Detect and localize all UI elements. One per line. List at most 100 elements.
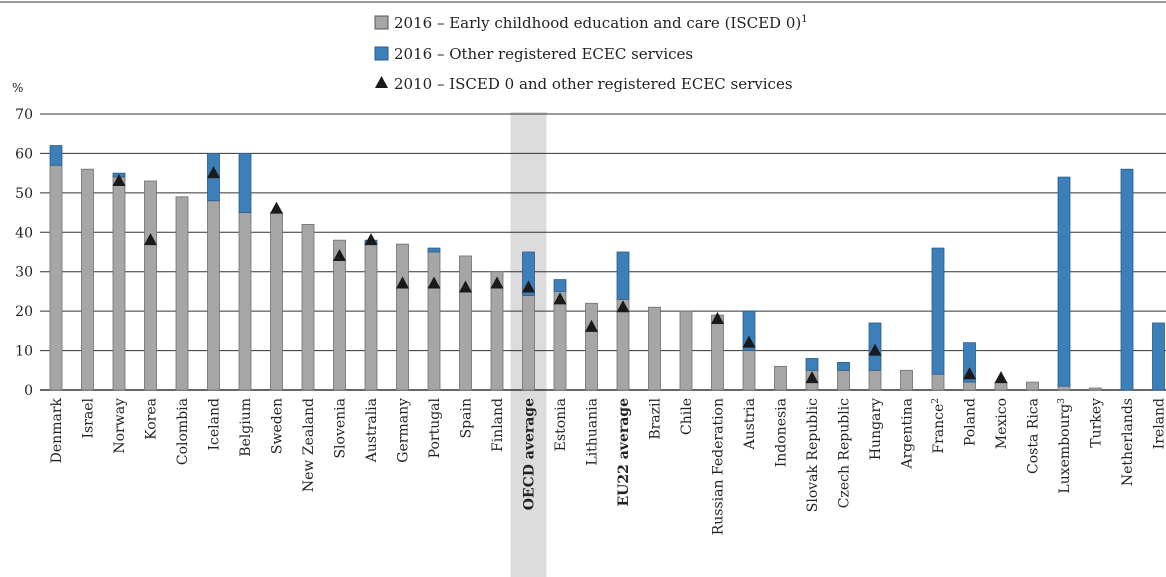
bar-isced0-28 (931, 373, 945, 391)
bar-isced0-6 (238, 212, 252, 391)
bar-isced0-10 (364, 243, 378, 391)
x-label-25: Czech Republic (837, 398, 853, 508)
x-label-34: Netherlands (1120, 398, 1136, 486)
x-label-0: Denmark (49, 397, 65, 463)
marker-2010-7 (270, 201, 283, 214)
bar-other-35 (1152, 322, 1165, 391)
bar-other-16 (553, 279, 567, 292)
bar-other-34 (1120, 168, 1134, 391)
x-label-33: Turkey (1089, 398, 1105, 448)
bar-isced0-30 (994, 381, 1008, 391)
bar-isced0-5 (207, 200, 220, 391)
x-axis-labels: Denmark Israel Norway Korea Colombia Iceland B… (49, 397, 1166, 535)
bar-other-28 (931, 247, 945, 375)
marker-2010-12 (427, 276, 441, 289)
marker-2010-18 (616, 300, 630, 313)
x-label-35: Ireland (1152, 398, 1166, 449)
bar-isced0-22 (742, 350, 756, 391)
bar-isced0-12 (427, 251, 441, 391)
bar-isced0-3 (144, 180, 157, 391)
bar-isced0-31 (1026, 381, 1039, 391)
bar-other-29 (963, 342, 976, 383)
marker-2010-22 (742, 335, 756, 348)
bar-isced0-19 (648, 306, 661, 391)
bar-isced0-4 (175, 196, 189, 391)
x-label-5: Iceland (207, 398, 223, 450)
y-axis-ticks: 0 10 20 30 40 50 60 70 (15, 107, 33, 399)
x-label-8: New Zealand (301, 398, 317, 492)
x-label-13: Spain (459, 398, 475, 438)
marker-2010-2 (112, 174, 126, 187)
marker-2010-16 (553, 292, 567, 305)
bar-isced0-1 (81, 168, 94, 391)
y-axis-unit: % (12, 81, 23, 95)
legend-label-2010: 2010 – ISCED 0 and other registered ECEC… (394, 75, 793, 93)
marker-2010-29 (963, 367, 976, 380)
bar-other-24 (805, 358, 819, 371)
x-label-11: Germany (396, 398, 412, 463)
marker-2010-24 (805, 371, 819, 384)
bar-isced0-11 (396, 243, 409, 391)
x-label-30: Mexico (994, 398, 1010, 449)
legend-label-isced0: 2016 – Early childhood education and car… (394, 14, 808, 32)
bar-isced0-18 (616, 298, 630, 391)
marker-2010-14 (490, 276, 504, 289)
bar-isced0-20 (679, 310, 693, 391)
bar-isced0-13 (459, 255, 472, 391)
legend-triangle-marker (375, 76, 388, 88)
bar-isced0-9 (333, 239, 346, 391)
x-label-29: Poland (963, 398, 979, 446)
markers-2010 (112, 166, 1008, 384)
x-label-32: Luxembourg3 (1057, 398, 1073, 494)
bar-other-32 (1057, 176, 1071, 387)
x-label-27: Argentina (900, 398, 916, 470)
bar-isced0-29 (963, 381, 976, 391)
bar-isced0-33 (1089, 387, 1102, 391)
bar-isced0-17 (585, 302, 598, 391)
y-tick-label-60: 60 (15, 146, 33, 162)
bar-other-25 (837, 361, 850, 371)
x-label-10: Australia (364, 398, 380, 463)
y-tick-label-20: 20 (15, 304, 33, 320)
y-tick-label-50: 50 (15, 186, 33, 202)
bar-isced0-2 (112, 176, 126, 391)
bar-other-22 (742, 310, 756, 351)
x-label-24: Slovak Republic (805, 398, 821, 512)
x-label-2: Norway (112, 398, 128, 454)
y-tick-label-10: 10 (15, 344, 33, 360)
bar-isced0-21 (711, 314, 724, 391)
x-label-26: Hungary (868, 398, 884, 460)
x-label-4: Colombia (175, 398, 191, 465)
legend-swatch-isced0 (374, 15, 389, 30)
x-label-16: Estonia (553, 398, 569, 451)
x-label-15: OECD average (522, 398, 538, 510)
x-label-14: Finland (490, 398, 506, 452)
marker-2010-13 (459, 280, 472, 293)
marker-2010-26 (868, 343, 882, 356)
x-label-9: Slovenia (333, 398, 349, 459)
x-label-7: Sweden (270, 398, 286, 454)
marker-2010-17 (585, 319, 598, 332)
legend-label-other: 2016 – Other registered ECEC services (394, 45, 693, 63)
marker-2010-5 (207, 166, 220, 179)
x-label-31: Costa Rica (1026, 398, 1042, 474)
marker-2010-9 (333, 248, 346, 261)
bars (49, 145, 1165, 391)
bar-isced0-8 (301, 223, 315, 391)
x-label-23: Indonesia (774, 398, 790, 467)
y-tick-label-70: 70 (15, 107, 33, 123)
bar-other-12 (427, 247, 441, 253)
gridlines (40, 113, 1166, 391)
y-tick-label-40: 40 (15, 225, 33, 241)
bar-other-6 (238, 153, 252, 213)
legend: 2016 – Early childhood education and car… (374, 14, 808, 93)
bar-isced0-23 (774, 365, 787, 391)
x-label-1: Israel (81, 397, 97, 438)
bar-isced0-27 (900, 369, 913, 391)
marker-2010-15 (522, 280, 535, 293)
bar-isced0-15 (522, 294, 535, 391)
bar-isced0-14 (490, 271, 504, 391)
x-label-21: Russian Federation (711, 398, 727, 535)
bar-other-0 (49, 145, 63, 166)
y-tick-label-0: 0 (24, 383, 33, 399)
